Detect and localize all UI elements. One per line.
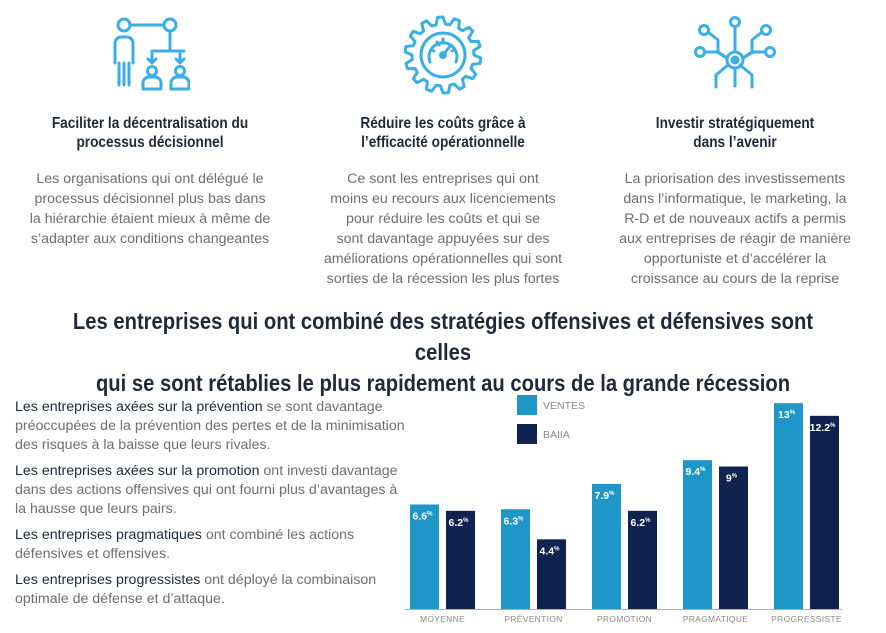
description-text: ont déployé la combinaison optimale de d… xyxy=(15,572,377,607)
text-line: La priorisation des investissements xyxy=(624,171,846,187)
bar xyxy=(537,539,566,609)
headline-line: Les entreprises qui ont combiné des stra… xyxy=(72,308,814,365)
text-line: R-D et de nouveaux actifs a permis xyxy=(624,211,846,227)
text-line: s’adapter aux conditions changeantes xyxy=(30,231,270,247)
category-label: PRAGMATIQUE xyxy=(683,614,749,624)
legend-swatch xyxy=(517,424,537,444)
bar xyxy=(446,510,475,609)
network-hub-icon xyxy=(590,0,880,110)
gear-gauge-icon xyxy=(298,0,588,110)
description-prevention: Les entreprises axées sur la prévention … xyxy=(15,398,410,455)
feature-column-couts: Réduire les coûts grâce à l’efficacité o… xyxy=(298,0,588,289)
column-title: Réduire les coûts grâce à l’efficacité o… xyxy=(315,114,570,152)
description-text: se sont davantage préoccupées de la prév… xyxy=(15,399,405,453)
legend-swatch xyxy=(517,395,537,415)
text-line: aux entreprises de réagir de manière xyxy=(619,231,851,247)
headline: Les entreprises qui ont combiné des stra… xyxy=(62,306,824,399)
bar xyxy=(774,403,803,609)
text-line: pour réduire les coûts et qui se xyxy=(345,211,540,227)
category-label: MOYENNE xyxy=(420,614,465,624)
feature-column-decentralisation: Faciliter la décentralisation du process… xyxy=(5,0,295,249)
category-label: PROGRESSISTE xyxy=(771,614,842,624)
column-text: La priorisation des investissements dans… xyxy=(590,169,880,289)
description-pragmatiques: Les entreprises pragmatiques ont combiné… xyxy=(15,526,410,564)
headline-line: qui se sont rétablies le plus rapidement… xyxy=(95,370,791,396)
description-term: Les entreprises progressistes xyxy=(15,572,201,588)
column-title: Faciliter la décentralisation du process… xyxy=(22,114,277,152)
bar xyxy=(719,466,748,609)
text-line: moins eu recours aux licenciements xyxy=(330,191,556,207)
description-progressistes: Les entreprises progressistes ont déploy… xyxy=(15,571,410,609)
title-line: Réduire les coûts grâce à xyxy=(360,115,526,132)
title-line: l’efficacité opérationnelle xyxy=(361,134,525,151)
text-line: améliorations opérationnelles qui sont xyxy=(323,251,563,267)
text-line: Les organisations qui ont délégué le xyxy=(36,171,264,187)
text-line: processus décisionnel plus bas dans xyxy=(34,191,266,207)
description-promotion: Les entreprises axées sur la promotion o… xyxy=(15,462,410,519)
bar xyxy=(501,509,530,609)
text-line: croissance au cours de la reprise xyxy=(630,271,840,287)
bar xyxy=(592,483,621,609)
text-line: sont davantage appuyées sur des xyxy=(336,231,550,247)
bar xyxy=(683,460,712,609)
title-line: Investir stratégiquement xyxy=(655,115,815,132)
feature-column-investir: Investir stratégiquement dans l’avenir L… xyxy=(590,0,880,289)
text-line: opportuniste et d’accélérer la xyxy=(643,251,827,267)
data-label: 9% xyxy=(726,473,738,485)
bar xyxy=(628,510,657,609)
bar xyxy=(810,415,839,609)
column-title: Investir stratégiquement dans l’avenir xyxy=(607,114,862,152)
description-term: Les entreprises axées sur la promotion xyxy=(15,463,260,479)
text-line: Ce sont les entreprises qui ont xyxy=(347,171,539,187)
description-text: ont investi davantage dans des actions o… xyxy=(15,463,398,517)
legend-label: BAIIA xyxy=(543,429,570,441)
gear-outline xyxy=(403,15,483,95)
bar xyxy=(410,504,439,609)
description-text: ont combiné les actions défensives et of… xyxy=(15,527,355,562)
category-label: PRÉVENTION xyxy=(504,614,562,624)
column-text: Ce sont les entreprises qui ont moins eu… xyxy=(298,169,588,289)
title-line: Faciliter la décentralisation du xyxy=(51,115,249,132)
title-line: processus décisionnel xyxy=(76,134,224,151)
category-label: PROMOTION xyxy=(597,614,652,624)
segment-descriptions: Les entreprises axées sur la prévention … xyxy=(15,398,410,616)
text-line: sorties de la récession les plus fortes xyxy=(326,271,560,287)
bar-chart-svg: VENTESBAIIA6.6%6.2%MOYENNE6.3%4.4%PRÉVEN… xyxy=(405,395,842,624)
bar-chart: VENTES BAIIA 6.6% 6.2% MOYENNE 6.3% 4.4% PRÉVEN… xyxy=(400,390,886,633)
hierarchy-people-icon xyxy=(5,0,295,110)
text-line: dans l’informatique, le marketing, la xyxy=(623,191,847,207)
column-text: Les organisations qui ont délégué le pro… xyxy=(5,169,295,249)
data-label: 12.2% xyxy=(810,422,836,434)
description-term: Les entreprises pragmatiques xyxy=(15,527,202,543)
description-term: Les entreprises axées sur la prévention xyxy=(15,399,263,415)
text-line: la hiérarchie étaient mieux à même de xyxy=(29,211,271,227)
title-line: dans l’avenir xyxy=(693,134,777,151)
legend-label: VENTES xyxy=(543,400,585,412)
